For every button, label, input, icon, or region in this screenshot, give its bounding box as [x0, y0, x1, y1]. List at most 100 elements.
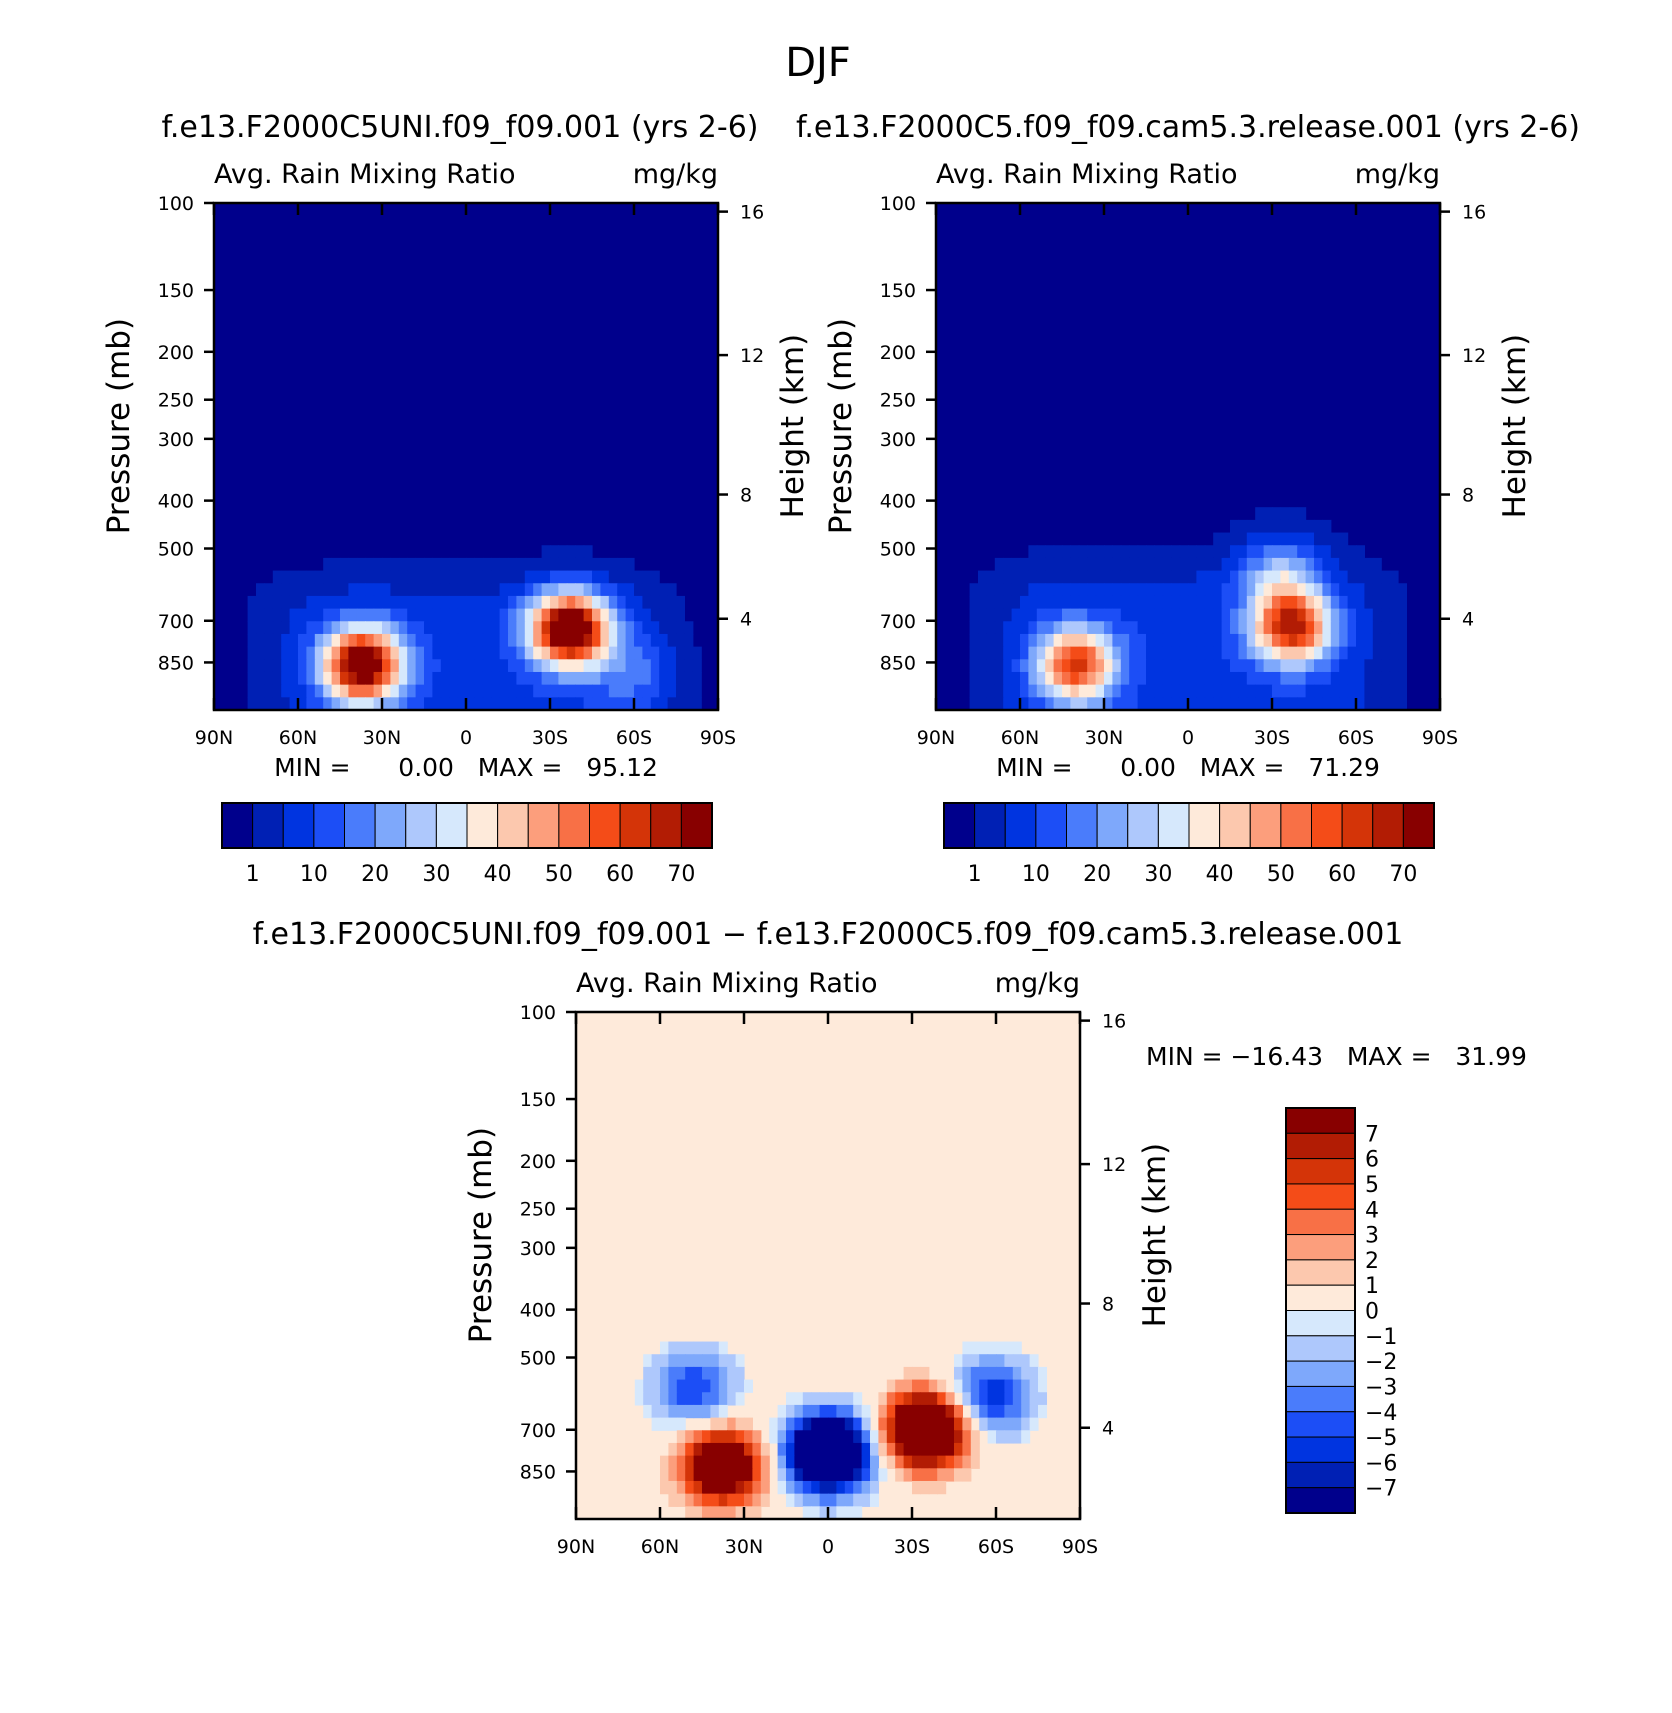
field-cell — [853, 1404, 863, 1419]
field-cell — [1078, 659, 1088, 673]
field-cell — [575, 659, 585, 673]
field-cell — [987, 1404, 997, 1419]
colorbar-box — [589, 802, 621, 849]
field-cell — [550, 557, 559, 572]
field-cell — [1012, 1354, 1022, 1368]
field-cell — [524, 595, 534, 610]
field-cell — [1087, 595, 1097, 610]
field-cell — [1020, 671, 1029, 686]
field-cell — [912, 1430, 921, 1444]
field-cell — [533, 557, 543, 572]
field-cell — [541, 570, 551, 584]
field-cell — [491, 697, 501, 711]
field-cell — [819, 1392, 829, 1406]
field-cell — [440, 671, 450, 686]
field-cell — [625, 646, 635, 660]
field-cell — [937, 1430, 947, 1444]
field-cell — [634, 583, 643, 597]
field-cell — [970, 1354, 980, 1368]
field-cell — [516, 697, 526, 711]
field-cell — [1087, 646, 1097, 660]
field-cell — [928, 1468, 938, 1482]
field-cell — [987, 1417, 997, 1431]
field-cell — [667, 583, 677, 597]
field-cell — [449, 684, 459, 698]
field-cell — [650, 633, 660, 648]
field-cell — [592, 608, 601, 622]
field-cell — [994, 557, 1004, 572]
field-cell — [1288, 545, 1298, 559]
field-cell — [348, 671, 358, 686]
field-cell — [642, 646, 652, 660]
field-cell — [727, 1417, 737, 1431]
field-cell — [744, 1430, 753, 1444]
colorbar-label: 6 — [1365, 1148, 1379, 1173]
field-cell — [760, 1480, 770, 1495]
field-cell — [1255, 545, 1265, 559]
field-cell — [306, 595, 316, 610]
field-cell — [1204, 633, 1214, 648]
field-cell — [1028, 621, 1038, 635]
field-cell — [491, 621, 501, 635]
field-cell — [1053, 621, 1063, 635]
field-cell — [811, 1442, 821, 1457]
field-cell — [685, 1366, 695, 1381]
field-cell — [969, 646, 979, 660]
field-cell — [625, 697, 635, 711]
field-cell — [1070, 583, 1080, 597]
field-cell — [702, 1354, 711, 1368]
field-cell — [1104, 697, 1113, 711]
field-cell — [1204, 583, 1214, 597]
field-cell — [802, 1480, 812, 1495]
field-cell — [1246, 595, 1256, 610]
field-cell — [1112, 608, 1122, 622]
field-cell — [1154, 557, 1164, 572]
field-cell — [962, 1366, 972, 1381]
field-cell — [1062, 633, 1071, 648]
field-cell — [482, 557, 492, 572]
field-cell — [978, 697, 987, 711]
field-cell — [1154, 608, 1164, 622]
field-cell — [1196, 671, 1206, 686]
field-cell — [962, 1455, 972, 1469]
field-cell — [1070, 646, 1080, 660]
field-cell — [1314, 583, 1323, 597]
colorbar-box — [1188, 802, 1221, 849]
y2-tick-label: 12 — [740, 345, 764, 367]
field-cell — [986, 621, 996, 635]
field-cell — [676, 1455, 686, 1469]
field-cell — [685, 1404, 695, 1419]
field-cell — [1272, 671, 1281, 686]
field-cell — [264, 659, 274, 673]
field-cell — [516, 633, 526, 648]
x-tick-label: 60S — [978, 1536, 1014, 1558]
field-cell — [1053, 646, 1063, 660]
field-cell — [1087, 621, 1097, 635]
field-cell — [508, 557, 517, 572]
field-cell — [886, 1442, 896, 1457]
y2-axis-label: Height (km) — [1137, 1143, 1173, 1328]
field-cell — [516, 608, 526, 622]
field-cell — [802, 1442, 812, 1457]
field-cell — [861, 1468, 871, 1482]
field-cell — [1221, 532, 1231, 546]
colorbar-label: 1 — [246, 862, 260, 887]
field-cell — [870, 1480, 879, 1495]
field-cell — [920, 1379, 930, 1393]
field-cell — [978, 684, 987, 698]
field-cells — [969, 507, 1407, 711]
field-cell — [1272, 659, 1281, 673]
field-cell — [356, 583, 366, 597]
field-cell — [608, 557, 618, 572]
field-cell — [954, 1468, 963, 1482]
field-cell — [516, 684, 526, 698]
field-cell — [608, 646, 618, 660]
field-cell — [1154, 570, 1164, 584]
field-cell — [937, 1392, 947, 1406]
field-cell — [306, 684, 316, 698]
field-cell — [625, 671, 635, 686]
field-cell — [382, 621, 391, 635]
field-cell — [836, 1493, 846, 1507]
field-cell — [1288, 659, 1298, 673]
field-cell — [744, 1468, 753, 1482]
